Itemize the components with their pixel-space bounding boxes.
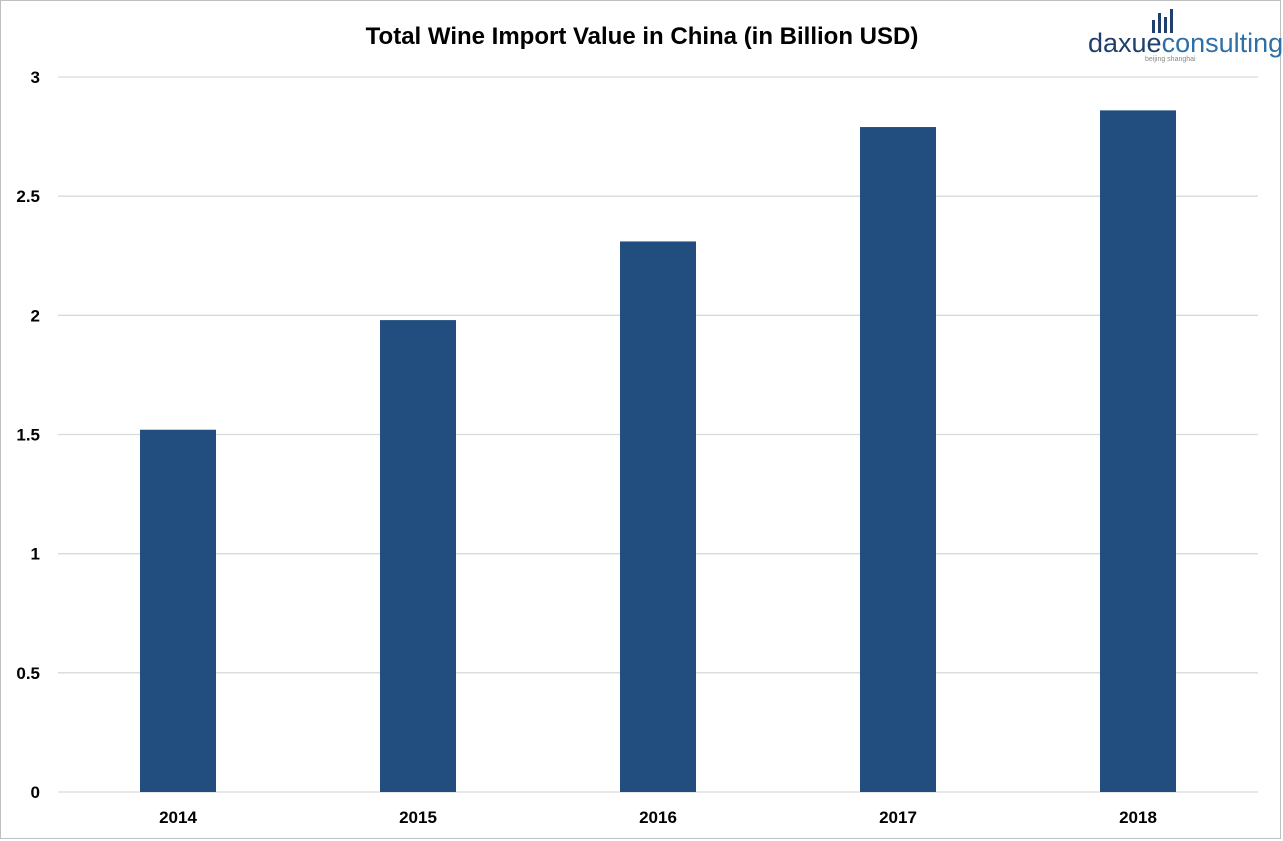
bar-2017 <box>860 127 936 793</box>
logo-word-consulting: consulting <box>1162 28 1283 58</box>
y-tick-label: 2.5 <box>16 187 40 206</box>
bar-2015 <box>380 320 456 792</box>
x-tick-label: 2017 <box>879 808 917 827</box>
daxue-consulting-logo: daxueconsulting beijing shanghai <box>1088 9 1283 63</box>
logo-wordmark: daxueconsulting <box>1088 28 1283 58</box>
y-tick-label: 0.5 <box>16 664 40 683</box>
bars <box>140 110 1176 793</box>
x-axis-ticks: 2014 2015 2016 2017 2018 <box>159 808 1157 827</box>
chart-title: Total Wine Import Value in China (in Bil… <box>366 23 919 50</box>
y-tick-label: 1 <box>31 545 40 564</box>
x-tick-label: 2016 <box>639 808 677 827</box>
y-tick-label: 1.5 <box>16 426 40 445</box>
x-tick-label: 2018 <box>1119 808 1157 827</box>
x-tick-label: 2014 <box>159 808 197 827</box>
bar-2018 <box>1100 110 1176 792</box>
y-tick-label: 3 <box>31 68 40 87</box>
y-tick-label: 0 <box>31 783 40 802</box>
bar-2016 <box>620 241 696 792</box>
y-axis-ticks: 0 0.5 1 1.5 2 2.5 3 <box>16 68 40 802</box>
y-tick-label: 2 <box>31 306 40 325</box>
bar-2014 <box>140 429 216 792</box>
logo-bars-icon <box>1152 9 1173 33</box>
logo-tagline: beijing shanghai <box>1145 56 1196 63</box>
x-tick-label: 2015 <box>399 808 437 827</box>
logo-word-daxue: daxue <box>1088 28 1162 58</box>
